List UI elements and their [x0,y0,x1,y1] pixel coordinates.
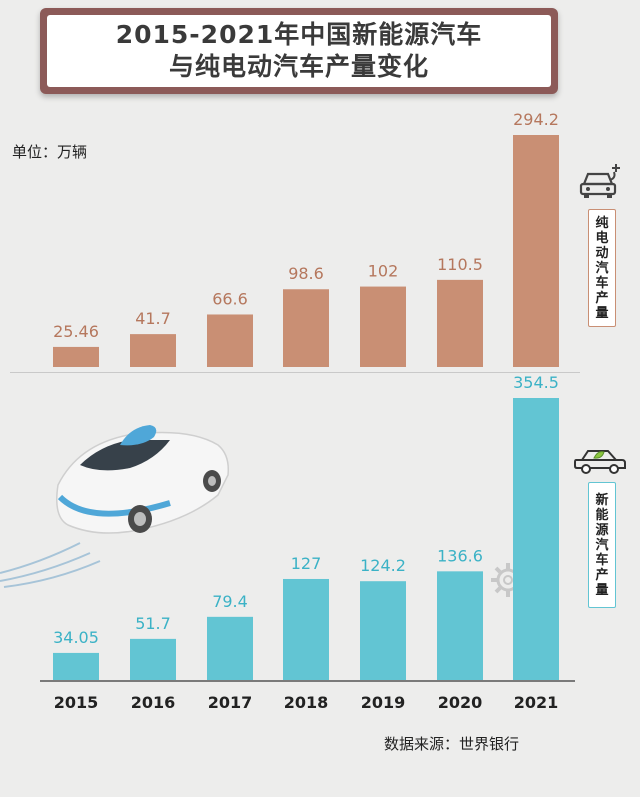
legend-nev-char: 能 [595,507,609,523]
ev-value-label: 41.7 [135,309,171,328]
legend-ev: 纯 电 动 汽 车 产 量 [588,209,616,327]
ev-bar [283,289,329,367]
legend-ev-char: 产 [595,290,609,306]
eco-car-icon [574,450,626,474]
ev-bar [207,314,253,367]
unit-label: 单位：万辆 [12,143,88,161]
ev-bar [53,346,99,367]
ev-value-label: 25.46 [53,322,99,341]
nev-value-label: 79.4 [212,592,248,611]
nev-bar [130,638,176,680]
legend-ev-char: 车 [595,275,609,291]
ev-bar [360,286,406,367]
nev-bar [53,652,99,680]
nev-bar [283,578,329,680]
car-charging-icon [579,164,620,198]
nev-value-label: 51.7 [135,614,171,633]
ev-value-label: 66.6 [212,289,248,308]
title-inner: 2015-2021年中国新能源汽车 与纯电动汽车产量变化 [47,15,551,87]
legend-nev-char: 汽 [595,537,609,553]
legend-ev-char: 汽 [595,260,609,276]
nev-value-label: 34.05 [53,628,99,647]
title-banner: 2015-2021年中国新能源汽车 与纯电动汽车产量变化 [40,8,558,94]
legend-nev-char: 产 [595,567,609,583]
ev-value-label: 294.2 [513,110,559,129]
ev-bar [130,334,176,367]
nev-bar [207,616,253,680]
ev-value-label: 98.6 [288,264,324,283]
x-tick-label: 2018 [284,693,329,712]
legend-ev-char: 量 [595,305,609,321]
ev-value-label: 102 [368,262,399,281]
x-tick-label: 2015 [54,693,99,712]
legend-ev-char: 电 [595,230,609,246]
source-note: 数据来源：世界银行 [384,735,520,753]
legend-ev-char: 纯 [595,215,609,231]
ev-bar [513,135,559,367]
car-illustration [0,425,230,588]
nev-bar [437,571,483,680]
nev-bar [513,398,559,680]
nev-value-label: 127 [291,554,322,573]
ev-value-label: 110.5 [437,255,483,274]
x-tick-label: 2021 [514,693,559,712]
legend-ev-char: 动 [595,245,609,261]
ev-bar [437,279,483,367]
nev-value-label: 124.2 [360,556,406,575]
nev-value-label: 354.5 [513,373,559,392]
section-divider [10,372,580,373]
nev-value-label: 136.6 [437,546,483,565]
legend-nev-char: 新 [595,492,609,508]
legend-nev-char: 车 [595,552,609,568]
x-tick-label: 2020 [438,693,483,712]
legend-nev-char: 源 [595,522,609,538]
nev-bar [360,581,406,680]
page-title-line2: 与纯电动汽车产量变化 [168,52,429,81]
x-tick-label: 2019 [361,693,406,712]
legend-nev-char: 量 [595,582,609,598]
x-tick-label: 2017 [208,693,253,712]
x-tick-label: 2016 [131,693,176,712]
page-title-line1: 2015-2021年中国新能源汽车 [115,20,483,49]
legend-nev: 新 能 源 汽 车 产 量 [588,482,616,608]
